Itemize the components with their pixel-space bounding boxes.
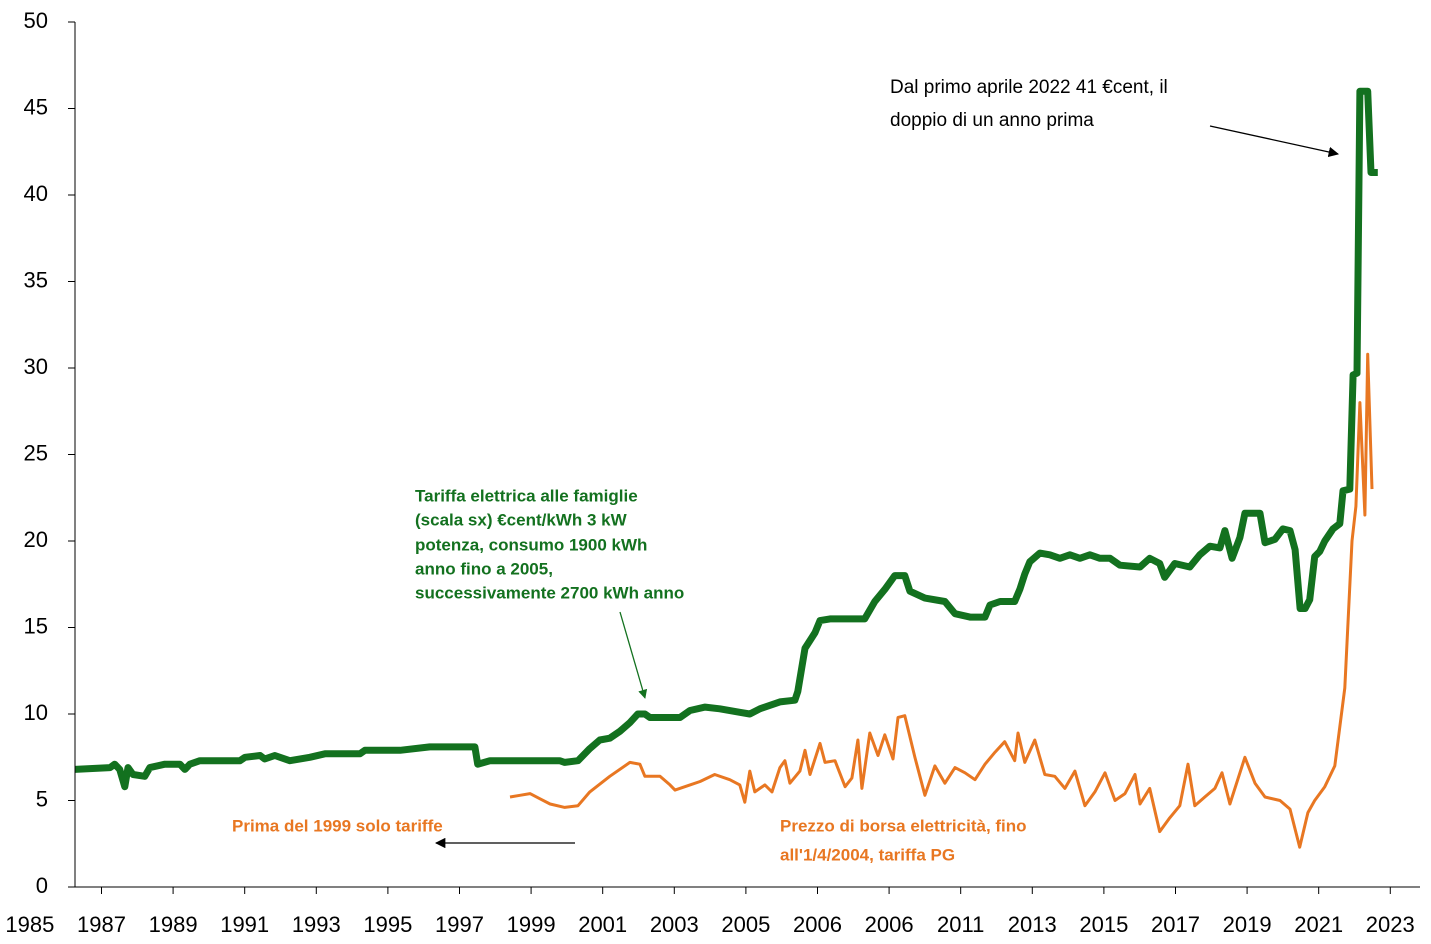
plot-area: [74, 87, 1378, 849]
x-tick-label: 1987: [77, 912, 126, 937]
y-tick-label: 15: [24, 613, 48, 638]
x-tick-label: 1997: [435, 912, 484, 937]
x-tick-label: 1991: [220, 912, 269, 937]
y-tick-label: 45: [24, 94, 48, 119]
x-tick-label: 2011: [937, 912, 984, 937]
annotation: (scala sx) €cent/kWh 3 kW: [415, 510, 628, 529]
annotation-arrow: [1209, 125, 1340, 158]
y-tick-label: 30: [24, 354, 48, 379]
annotation-arrow: [619, 611, 648, 699]
x-tick-label: 2017: [1151, 912, 1200, 937]
x-tick-label: 2021: [1294, 912, 1343, 937]
y-tick-label: 5: [36, 786, 48, 811]
y-tick-label: 40: [24, 181, 48, 206]
annotation-group: Tariffa elettrica alle famiglie (scala s…: [415, 486, 684, 602]
annotation: all'1/4/2004, tariffa PG: [780, 845, 955, 864]
y-tick-label: 10: [24, 700, 48, 725]
y-tick-label: 0: [36, 873, 48, 898]
x-tick-label: 2013: [1008, 912, 1057, 937]
x-tick-label: 1999: [507, 912, 556, 937]
x-tick-label: 2015: [1079, 912, 1128, 937]
annotation: Prima del 1999 solo tariffe: [232, 816, 443, 835]
x-tick-label: 1985: [5, 912, 54, 937]
x-tick-label: 2019: [1223, 912, 1272, 937]
y-tick-label: 50: [24, 8, 48, 33]
x-tick-label: 1989: [149, 912, 198, 937]
y-tick-label: 35: [24, 267, 48, 292]
annotation: doppio di un anno prima: [890, 110, 1094, 131]
x-tick-label: 2005: [721, 912, 770, 937]
annotation: Tariffa elettrica alle famiglie: [415, 486, 638, 505]
line-series: [74, 87, 1378, 791]
x-tick-label: 2003: [650, 912, 699, 937]
line-series: [509, 352, 1374, 849]
annotation: anno fino a 2005,: [415, 559, 553, 578]
annotation: Dal primo aprile 2022 41 €cent, il: [890, 77, 1168, 98]
x-tick-label: 1993: [292, 912, 341, 937]
annotation: Prezzo di borsa elettricità, fino: [780, 816, 1027, 835]
annotation: successivamente 2700 kWh anno: [415, 583, 684, 602]
x-tick-label: 1995: [363, 912, 412, 937]
x-tick-label: 2006: [865, 912, 914, 937]
x-tick-label: 2023: [1366, 912, 1415, 937]
annotation: potenza, consumo 1900 kWh: [415, 535, 647, 554]
y-tick-label: 20: [24, 527, 48, 552]
x-tick-label: 2001: [578, 912, 627, 937]
y-tick-label: 25: [24, 440, 48, 465]
x-tick-label: 2006: [793, 912, 842, 937]
